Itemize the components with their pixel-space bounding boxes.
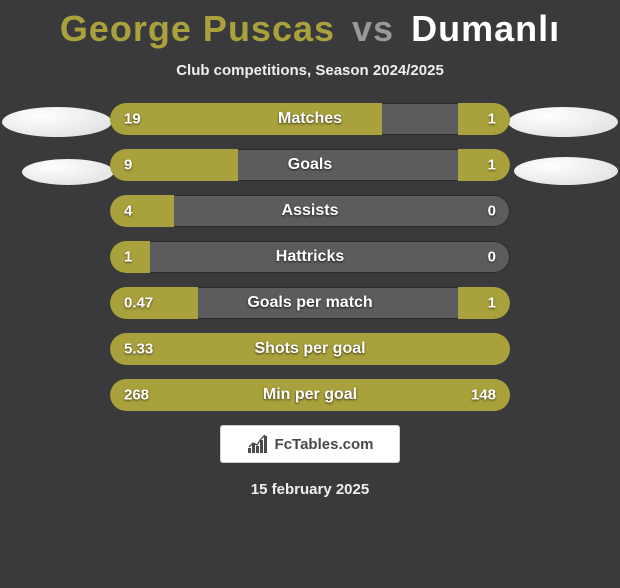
- brand-text: FcTables.com: [275, 436, 374, 453]
- comparison-row: 1 0 Hattricks: [110, 241, 510, 273]
- comparison-rows: 19 1 Matches 9 1 Goals 4 0 Assists 1 0 Hattricks 0.4…: [110, 103, 510, 411]
- title-vs: vs: [352, 8, 394, 49]
- value-left: 268: [124, 387, 149, 404]
- page-title: George Puscas vs Dumanlı: [0, 8, 620, 50]
- value-left: 0.47: [124, 295, 153, 312]
- value-left: 4: [124, 203, 132, 220]
- decorative-ellipse: [514, 157, 618, 185]
- value-right: 1: [488, 111, 496, 128]
- metric-label: Hattricks: [276, 248, 344, 266]
- value-right: 1: [488, 295, 496, 312]
- value-left: 9: [124, 157, 132, 174]
- value-right: 1: [488, 157, 496, 174]
- subtitle: Club competitions, Season 2024/2025: [0, 62, 620, 79]
- bar-fill-right: [458, 287, 510, 319]
- value-right: 0: [488, 203, 496, 220]
- metric-label: Matches: [278, 110, 342, 128]
- value-left: 5.33: [124, 341, 153, 358]
- bar-fill-right: [458, 103, 510, 135]
- decorative-ellipse: [22, 159, 114, 185]
- decorative-ellipse: [508, 107, 618, 137]
- value-right: 148: [471, 387, 496, 404]
- comparison-row: 0.47 1 Goals per match: [110, 287, 510, 319]
- metric-label: Goals: [288, 156, 332, 174]
- comparison-row: 19 1 Matches: [110, 103, 510, 135]
- fctables-logo-icon: [247, 434, 269, 454]
- comparison-row: 4 0 Assists: [110, 195, 510, 227]
- value-right: 0: [488, 249, 496, 266]
- value-left: 19: [124, 111, 141, 128]
- brand-badge[interactable]: FcTables.com: [220, 425, 400, 463]
- bar-fill-left: [110, 195, 174, 227]
- metric-label: Min per goal: [263, 386, 357, 404]
- decorative-ellipse: [2, 107, 112, 137]
- chart-area: 19 1 Matches 9 1 Goals 4 0 Assists 1 0 Hattricks 0.4…: [0, 103, 620, 411]
- comparison-row: 9 1 Goals: [110, 149, 510, 181]
- footer-date: 15 february 2025: [0, 481, 620, 498]
- title-player-left: George Puscas: [60, 8, 335, 49]
- title-player-right: Dumanlı: [411, 8, 560, 49]
- metric-label: Assists: [282, 202, 339, 220]
- metric-label: Goals per match: [247, 294, 372, 312]
- comparison-row: 268 148 Min per goal: [110, 379, 510, 411]
- comparison-row: 5.33 Shots per goal: [110, 333, 510, 365]
- value-left: 1: [124, 249, 132, 266]
- metric-label: Shots per goal: [254, 340, 365, 358]
- bar-fill-right: [458, 149, 510, 181]
